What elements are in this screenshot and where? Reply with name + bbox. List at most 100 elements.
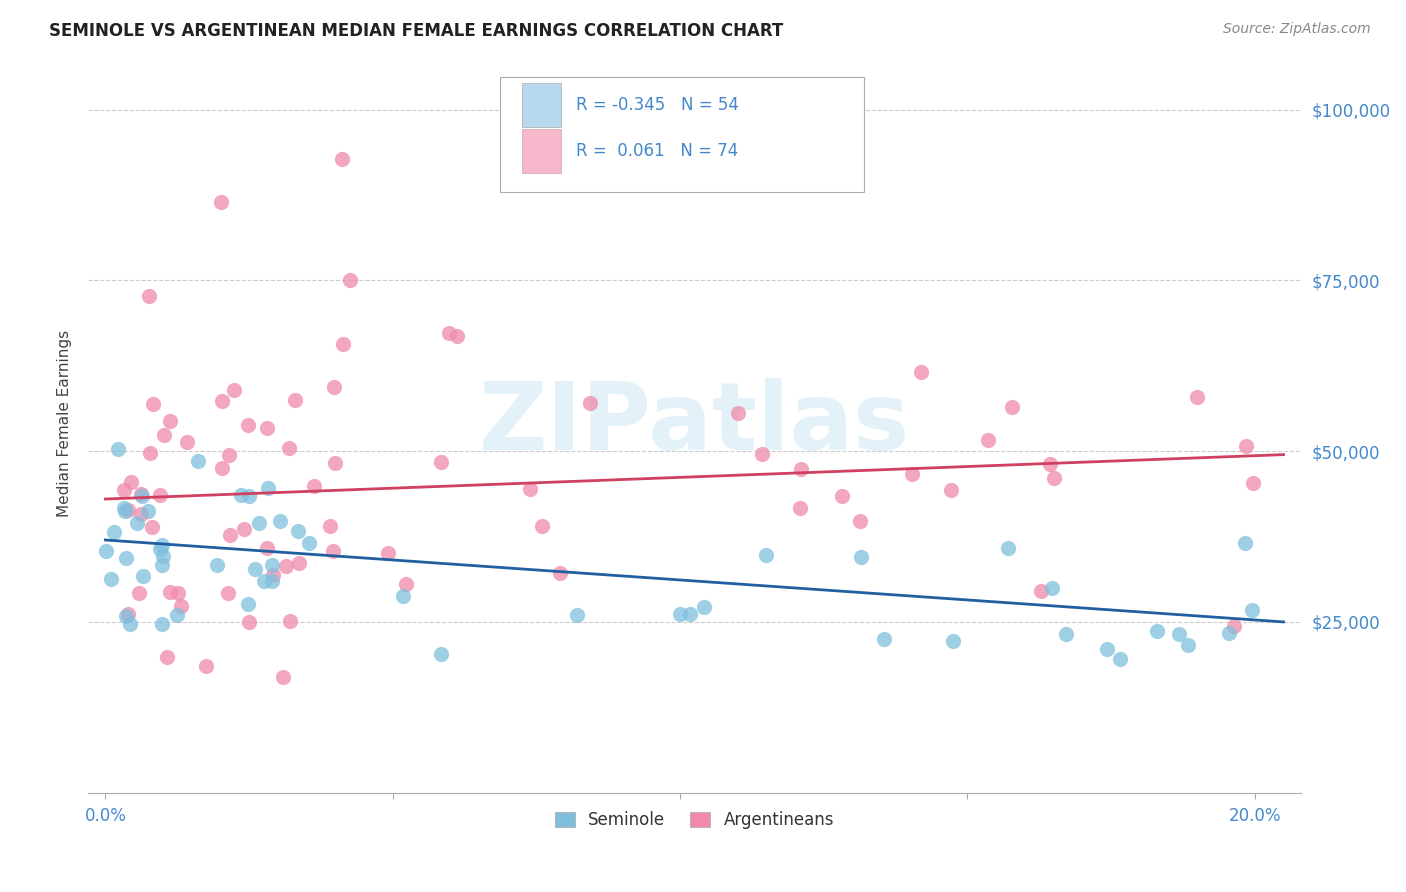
Point bbox=[131, 569, 153, 583]
Point bbox=[298, 535, 321, 549]
Point bbox=[170, 599, 193, 613]
Point bbox=[1043, 471, 1066, 485]
Point bbox=[873, 632, 896, 646]
Point bbox=[167, 585, 190, 599]
Point bbox=[1241, 603, 1264, 617]
Point bbox=[238, 489, 260, 503]
Point bbox=[1218, 626, 1240, 640]
Point bbox=[256, 421, 278, 435]
Point bbox=[1054, 626, 1077, 640]
Point bbox=[211, 461, 233, 475]
Point bbox=[233, 522, 256, 536]
Point bbox=[446, 329, 468, 343]
Text: SEMINOLE VS ARGENTINEAN MEDIAN FEMALE EARNINGS CORRELATION CHART: SEMINOLE VS ARGENTINEAN MEDIAN FEMALE EA… bbox=[49, 22, 783, 40]
Point bbox=[139, 446, 162, 460]
Point bbox=[395, 576, 418, 591]
Point bbox=[271, 670, 294, 684]
Point bbox=[114, 483, 136, 497]
Point bbox=[152, 538, 174, 552]
Point bbox=[1167, 627, 1189, 641]
Point bbox=[942, 634, 965, 648]
Point bbox=[114, 504, 136, 518]
Point bbox=[322, 543, 344, 558]
Point bbox=[148, 542, 170, 557]
Point bbox=[207, 558, 229, 573]
Point bbox=[218, 448, 240, 462]
Point bbox=[323, 456, 346, 470]
Point bbox=[519, 482, 541, 496]
Point bbox=[831, 489, 853, 503]
Point bbox=[1031, 584, 1053, 599]
Point bbox=[939, 483, 962, 497]
Point bbox=[94, 544, 117, 558]
Point bbox=[262, 568, 284, 582]
Point bbox=[142, 397, 165, 411]
Point bbox=[391, 589, 413, 603]
Point bbox=[141, 520, 163, 534]
Point bbox=[377, 545, 399, 559]
Point bbox=[1039, 458, 1062, 472]
Bar bbox=[522, 83, 561, 128]
Point bbox=[278, 614, 301, 628]
Point bbox=[1001, 401, 1024, 415]
Point bbox=[278, 441, 301, 455]
Point bbox=[430, 647, 453, 661]
Point bbox=[755, 548, 778, 562]
Bar bbox=[522, 128, 561, 173]
Point bbox=[159, 414, 181, 428]
Point bbox=[727, 406, 749, 420]
Point bbox=[256, 481, 278, 495]
Point bbox=[153, 428, 176, 442]
Point bbox=[1095, 641, 1118, 656]
Point bbox=[211, 394, 233, 409]
Point bbox=[274, 558, 297, 573]
Point bbox=[1233, 536, 1256, 550]
Point bbox=[176, 435, 198, 450]
Point bbox=[256, 541, 278, 556]
Point bbox=[669, 607, 692, 621]
Point bbox=[284, 392, 307, 407]
Point bbox=[120, 616, 142, 631]
Point bbox=[1234, 439, 1257, 453]
Point bbox=[262, 558, 284, 573]
Point bbox=[751, 447, 773, 461]
Point bbox=[243, 562, 266, 576]
Point bbox=[565, 607, 588, 622]
Point bbox=[1040, 581, 1063, 595]
Point bbox=[107, 442, 129, 456]
Point bbox=[187, 454, 209, 468]
Point bbox=[238, 615, 260, 629]
Text: ZIPatlas: ZIPatlas bbox=[479, 378, 910, 470]
Point bbox=[849, 514, 872, 528]
Point bbox=[1109, 652, 1132, 666]
Point bbox=[152, 558, 174, 572]
Point bbox=[194, 659, 217, 673]
Text: Source: ZipAtlas.com: Source: ZipAtlas.com bbox=[1223, 22, 1371, 37]
Point bbox=[287, 524, 309, 538]
Point bbox=[236, 597, 259, 611]
Point bbox=[330, 152, 353, 166]
Point bbox=[531, 518, 554, 533]
Point bbox=[149, 488, 172, 502]
Point bbox=[222, 383, 245, 397]
Point bbox=[131, 489, 153, 503]
Legend: Seminole, Argentineans: Seminole, Argentineans bbox=[548, 805, 841, 836]
Point bbox=[678, 607, 700, 621]
Point bbox=[166, 607, 188, 622]
Point bbox=[138, 289, 160, 303]
Text: R = -0.345   N = 54: R = -0.345 N = 54 bbox=[575, 96, 738, 114]
Point bbox=[288, 557, 311, 571]
Point bbox=[152, 549, 174, 563]
Point bbox=[236, 418, 259, 433]
Point bbox=[302, 478, 325, 492]
Point bbox=[849, 549, 872, 564]
Point bbox=[129, 487, 152, 501]
FancyBboxPatch shape bbox=[501, 78, 865, 192]
Point bbox=[128, 586, 150, 600]
Point bbox=[339, 273, 361, 287]
Point bbox=[790, 462, 813, 476]
Point bbox=[1146, 624, 1168, 639]
Point bbox=[115, 609, 138, 624]
Point bbox=[997, 541, 1019, 555]
Point bbox=[550, 566, 572, 580]
